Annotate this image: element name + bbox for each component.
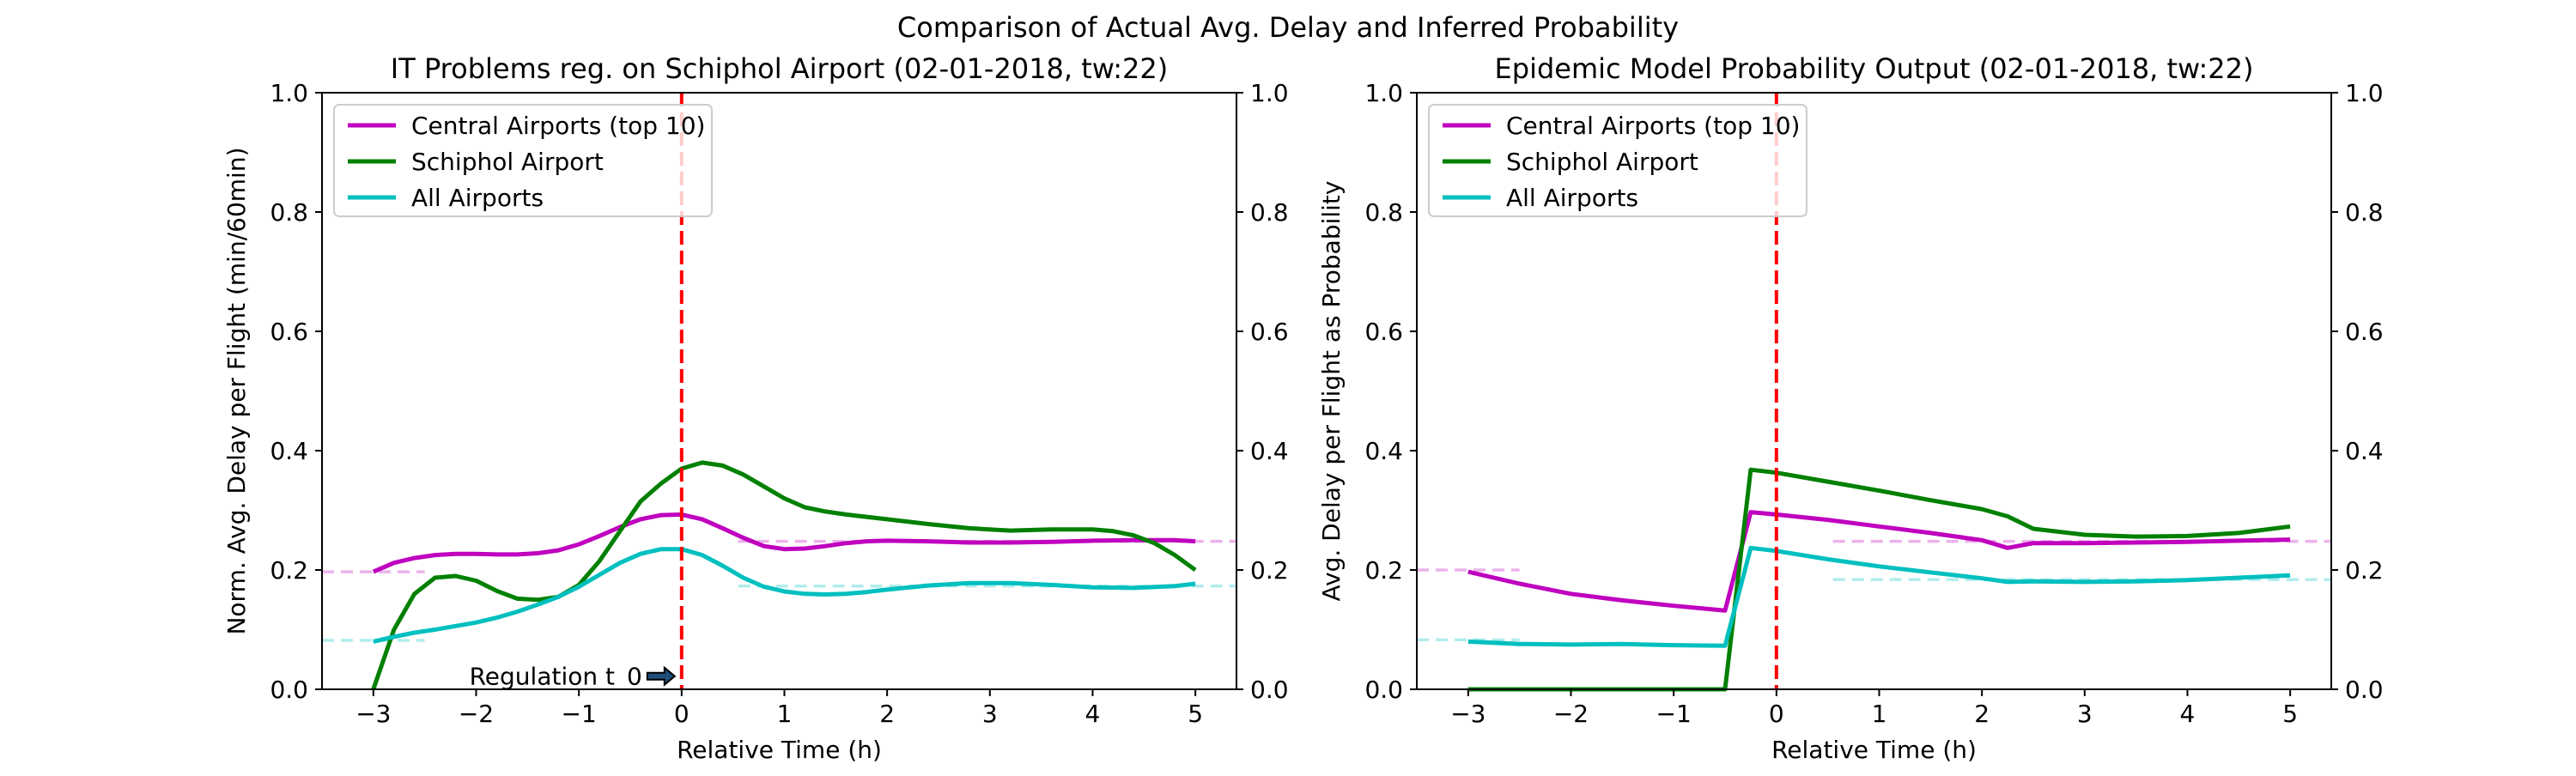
legend-label: Central Airports (top 10) — [1506, 112, 1800, 140]
x-tick-label: 4 — [1085, 700, 1101, 728]
plot-frame — [321, 92, 1237, 690]
series-line-central — [1467, 510, 2291, 613]
y-tick-label-left: 0.2 — [270, 556, 308, 585]
legend: Central Airports (top 10) Schiphol Airpor… — [333, 104, 713, 217]
y-tick-label-left: 1.0 — [1364, 79, 1403, 107]
y-tick-label-right: 0.6 — [1250, 318, 1289, 346]
x-tick-label: −2 — [1553, 700, 1589, 728]
y-axis-label: Norm. Avg. Delay per Flight (min/60min) — [222, 147, 251, 634]
y-tick-label-left: 0.8 — [1364, 198, 1403, 227]
x-tick-label: 1 — [1872, 700, 1887, 728]
series-line-all — [373, 547, 1196, 644]
x-tick-label: 0 — [1769, 700, 1784, 728]
legend-box — [1428, 104, 1807, 217]
x-tick-label: 5 — [1188, 700, 1203, 728]
legend-label: All Airports — [1506, 184, 1638, 212]
y-tick-label-left: 0.6 — [1364, 318, 1403, 346]
x-tick-label: 2 — [1974, 700, 1990, 728]
chart-title: IT Problems reg. on Schiphol Airport (02… — [391, 52, 1168, 85]
y-tick-label-right: 1.0 — [1250, 79, 1289, 107]
legend-label: All Airports — [411, 184, 544, 212]
x-tick-label: −3 — [1450, 700, 1485, 728]
y-tick-label-right: 0.4 — [1250, 437, 1289, 465]
chart-panel-2: Epidemic Model Probability Output (02-01… — [1317, 52, 2384, 764]
legend: Central Airports (top 10) Schiphol Airpor… — [1428, 104, 1807, 217]
figure-suptitle: Comparison of Actual Avg. Delay and Infe… — [897, 11, 1679, 44]
plot-frame — [1416, 92, 2332, 690]
series-line-all — [1467, 545, 2291, 648]
series-line-schiphol — [371, 460, 1197, 690]
x-tick-label: 2 — [879, 700, 895, 728]
x-tick-label: −1 — [1656, 700, 1692, 728]
x-axis-label: Relative Time (h) — [677, 736, 882, 764]
series-line-central — [372, 512, 1196, 574]
y-tick-label-right: 0.0 — [2345, 676, 2384, 704]
y-axis-label: Avg. Delay per Flight as Probability — [1317, 181, 1346, 602]
x-tick-label: −2 — [459, 700, 494, 728]
y-tick-label-left: 0.6 — [270, 318, 308, 346]
annotation-arrow-icon — [646, 665, 677, 687]
y-tick-label-left: 0.8 — [270, 198, 308, 227]
y-tick-label-right: 1.0 — [2345, 79, 2384, 107]
y-tick-label-right: 0.8 — [2345, 198, 2384, 227]
annotation-text: Regulation t_0 — [470, 663, 642, 691]
x-tick-label: 3 — [982, 700, 998, 728]
y-tick-label-left: 0.4 — [1364, 437, 1403, 465]
y-tick-label-left: 0.4 — [270, 437, 308, 465]
x-tick-label: 4 — [2180, 700, 2196, 728]
x-axis-label: Relative Time (h) — [1771, 736, 1977, 764]
y-tick-label-right: 0.8 — [1250, 198, 1289, 227]
legend-label: Schiphol Airport — [1506, 148, 1698, 176]
y-tick-label-right: 0.4 — [2345, 437, 2384, 465]
chart-title: Epidemic Model Probability Output (02-01… — [1495, 52, 2254, 85]
x-tick-label: −1 — [562, 700, 597, 728]
y-tick-label-right: 0.2 — [2345, 556, 2384, 585]
y-tick-label-right: 0.0 — [1250, 676, 1289, 704]
y-tick-label-left: 1.0 — [270, 79, 308, 107]
x-tick-label: 1 — [777, 700, 793, 728]
x-tick-label: 0 — [674, 700, 690, 728]
y-tick-label-right: 0.2 — [1250, 556, 1289, 585]
y-tick-label-right: 0.6 — [2345, 318, 2384, 346]
y-tick-label-left: 0.0 — [1364, 676, 1403, 704]
legend-label: Central Airports (top 10) — [411, 112, 705, 140]
legend-box — [333, 104, 713, 217]
y-tick-label-left: 0.2 — [1364, 556, 1403, 585]
chart-panel-1: IT Problems reg. on Schiphol Airport (02… — [222, 52, 1289, 764]
legend-label: Schiphol Airport — [411, 148, 604, 176]
y-tick-label-left: 0.0 — [270, 676, 308, 704]
x-tick-label: −3 — [355, 700, 391, 728]
x-tick-label: 3 — [2077, 700, 2093, 728]
x-tick-label: 5 — [2282, 700, 2298, 728]
